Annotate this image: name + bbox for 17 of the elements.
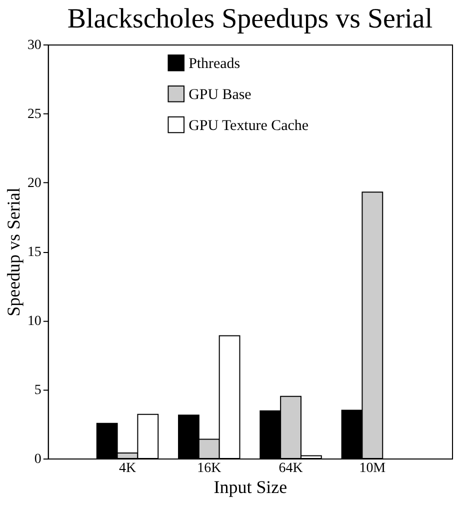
y-tick-label: 5 [34, 383, 42, 398]
y-tick-label: 0 [34, 452, 42, 468]
legend-label: Pthreads [188, 56, 240, 72]
legend-label: GPU Texture Cache [188, 118, 309, 134]
y-tick-label: 10 [27, 314, 42, 330]
legend-label: GPU Base [188, 86, 252, 103]
y-tick-label: 15 [27, 244, 42, 260]
x-axis-title: Input Size [214, 476, 288, 497]
chart-title: Blackscholes Speedups vs Serial [67, 3, 433, 34]
x-tick-label: 10M [359, 461, 386, 476]
y-tick-label: 20 [27, 176, 42, 191]
y-axis-title: Speedup vs Serial [3, 188, 24, 316]
y-tick-label: 30 [27, 38, 42, 53]
x-tick-label: 16K [197, 461, 222, 476]
y-tick-label: 25 [27, 106, 42, 122]
x-tick-label: 4K [118, 461, 136, 476]
x-tick-label: 64K [278, 461, 303, 476]
